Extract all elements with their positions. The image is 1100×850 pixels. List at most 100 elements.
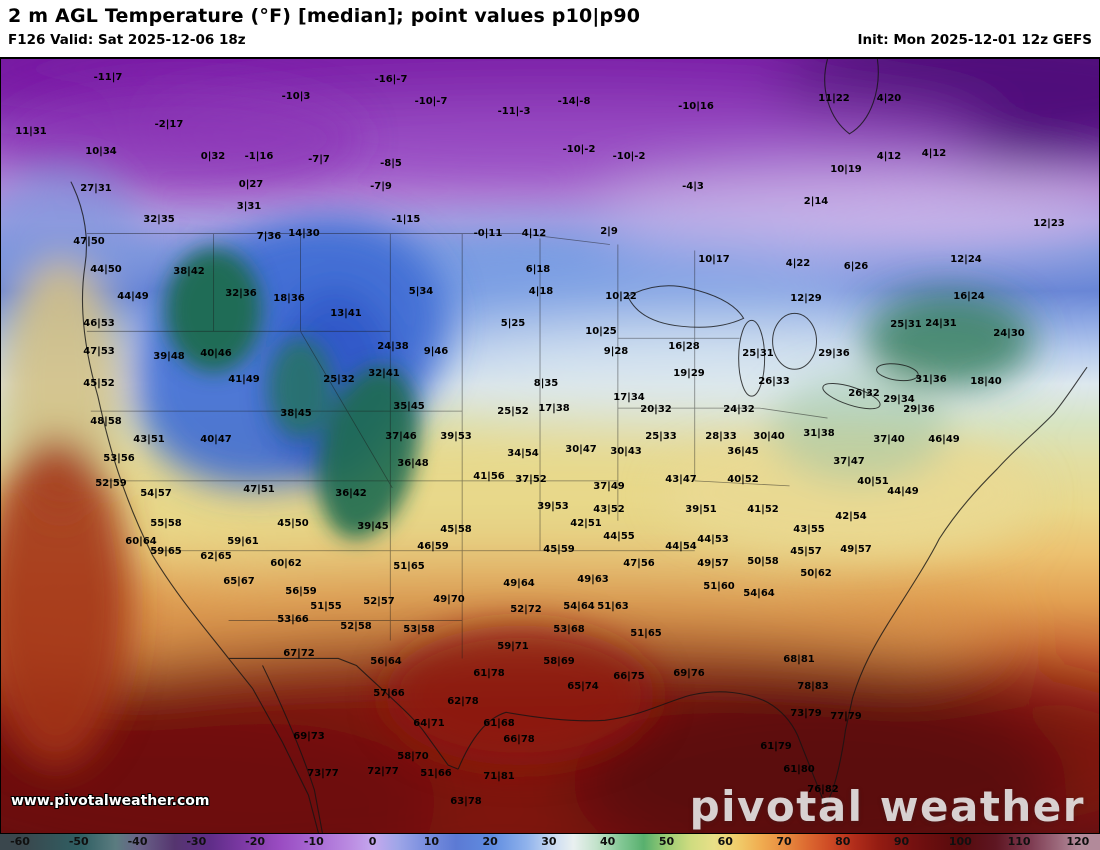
- point-value: 11|22: [818, 93, 850, 104]
- point-value: 14|30: [288, 228, 320, 239]
- point-value: 5|34: [408, 286, 434, 297]
- point-value: -10|-7: [414, 96, 448, 107]
- point-value: 7|36: [256, 231, 282, 242]
- point-value: -1|15: [391, 214, 421, 225]
- point-value: 36|45: [727, 446, 759, 457]
- point-value: 0|27: [238, 179, 264, 190]
- point-value: 52|57: [363, 596, 395, 607]
- point-value: 37|46: [385, 431, 417, 442]
- point-value: 26|32: [848, 388, 880, 399]
- state-borders: [86, 233, 828, 659]
- point-value: 61|68: [483, 718, 515, 729]
- point-value: 48|58: [90, 416, 122, 427]
- point-value: 6|18: [525, 264, 551, 275]
- point-value: -10|-2: [562, 144, 596, 155]
- point-value: 51|63: [597, 601, 629, 612]
- point-value: 69|76: [673, 668, 705, 679]
- point-value: 4|12: [876, 151, 902, 162]
- point-value: 31|36: [915, 374, 947, 385]
- point-value: 47|51: [243, 484, 275, 495]
- point-value: -14|-8: [557, 96, 591, 107]
- point-value: 53|58: [403, 624, 435, 635]
- colorbar-tick-label: 100: [948, 835, 972, 848]
- point-value: 25|52: [497, 406, 529, 417]
- point-value: 12|23: [1033, 218, 1065, 229]
- point-value: 18|36: [273, 293, 305, 304]
- point-value: 78|83: [797, 681, 829, 692]
- point-value: 16|28: [668, 341, 700, 352]
- header-subrow: F126 Valid: Sat 2025-12-06 18z Init: Mon…: [8, 32, 1092, 48]
- colorbar-tick-label: 70: [776, 835, 792, 848]
- point-value: 29|36: [903, 404, 935, 415]
- point-value: -16|-7: [374, 74, 408, 85]
- point-value: 66|75: [613, 671, 645, 682]
- great-lakes-outlines: [627, 285, 919, 410]
- point-value: 47|50: [73, 236, 105, 247]
- point-value: 54|64: [743, 588, 775, 599]
- point-value: 51|55: [310, 601, 342, 612]
- point-value: 5|25: [500, 318, 526, 329]
- point-value: 25|31: [742, 348, 774, 359]
- point-value: 2|14: [803, 196, 829, 207]
- point-value: 47|53: [83, 346, 115, 357]
- point-value: 31|38: [803, 428, 835, 439]
- point-value: -10|16: [678, 101, 714, 112]
- point-value: 24|30: [993, 328, 1025, 339]
- point-value: 4|20: [876, 93, 902, 104]
- point-value: 45|50: [277, 518, 309, 529]
- point-value: 62|65: [200, 551, 232, 562]
- point-value: 39|53: [440, 431, 472, 442]
- point-value: 42|54: [835, 511, 867, 522]
- colorbar-tick-label: 40: [600, 835, 616, 848]
- point-value: 37|49: [593, 481, 625, 492]
- point-value: 46|53: [83, 318, 115, 329]
- point-value: -11|-3: [497, 106, 531, 117]
- temperature-field-map: [1, 59, 1099, 833]
- point-value: -7|7: [308, 154, 330, 165]
- point-value: 51|65: [393, 561, 425, 572]
- point-value: 37|40: [873, 434, 905, 445]
- point-value: 30|47: [565, 444, 597, 455]
- point-value: 4|12: [521, 228, 547, 239]
- point-value: 56|64: [370, 656, 402, 667]
- point-value: 44|49: [887, 486, 919, 497]
- point-value: 44|49: [117, 291, 149, 302]
- point-value: 46|59: [417, 541, 449, 552]
- point-value: 45|59: [543, 544, 575, 555]
- point-value: 49|70: [433, 594, 465, 605]
- point-value: 41|49: [228, 374, 260, 385]
- point-value: 37|47: [833, 456, 865, 467]
- point-value: 19|29: [673, 368, 705, 379]
- colorbar: [0, 834, 1100, 850]
- page-title: 2 m AGL Temperature (°F) [median]; point…: [8, 5, 641, 27]
- point-value: 69|73: [293, 731, 325, 742]
- point-value: 41|52: [747, 504, 779, 515]
- point-value: 53|68: [553, 624, 585, 635]
- point-value: 40|46: [200, 348, 232, 359]
- point-value: 44|50: [90, 264, 122, 275]
- point-value: 47|56: [623, 558, 655, 569]
- point-value: 10|34: [85, 146, 117, 157]
- point-value: 49|57: [697, 558, 729, 569]
- point-value: 49|57: [840, 544, 872, 555]
- point-value: -1|16: [244, 151, 274, 162]
- colorbar-tick-label: -50: [68, 835, 89, 848]
- brand-watermark: pivotal weather: [689, 782, 1085, 831]
- point-value: -8|5: [380, 158, 402, 169]
- point-value: 53|66: [277, 614, 309, 625]
- point-value: 29|36: [818, 348, 850, 359]
- point-value: -10|-2: [612, 151, 646, 162]
- point-value: 40|51: [857, 476, 889, 487]
- point-value: 65|74: [567, 681, 599, 692]
- point-value: 41|56: [473, 471, 505, 482]
- point-value: 17|34: [613, 392, 645, 403]
- point-value: 54|64: [563, 601, 595, 612]
- point-value: 62|78: [447, 696, 479, 707]
- point-value: 77|79: [830, 711, 862, 722]
- point-value: 0|32: [200, 151, 226, 162]
- point-value: 63|78: [450, 796, 482, 807]
- colorbar-tick-label: 110: [1007, 835, 1031, 848]
- point-value: 17|38: [538, 403, 570, 414]
- point-value: 32|36: [225, 288, 257, 299]
- header: 2 m AGL Temperature (°F) [median]; point…: [0, 0, 1100, 57]
